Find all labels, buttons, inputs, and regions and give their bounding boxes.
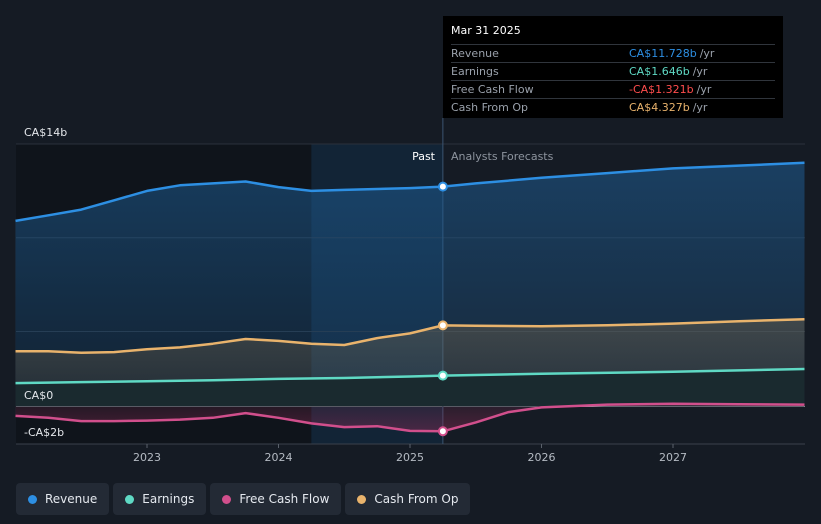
tooltip-label: Free Cash Flow (451, 83, 534, 96)
tooltip-row-revenue: Revenue CA$11.728b /yr (451, 44, 775, 62)
legend-item-earnings[interactable]: Earnings (113, 483, 207, 515)
x-tick-label: 2026 (528, 451, 556, 464)
tooltip-row-earnings: Earnings CA$1.646b /yr (451, 62, 775, 80)
x-tick-label: 2024 (265, 451, 293, 464)
tooltip-unit: /yr (692, 101, 708, 114)
legend-label: Cash From Op (374, 492, 459, 506)
tooltip-unit: /yr (699, 47, 715, 60)
tooltip-value: CA$11.728b (629, 47, 697, 60)
revenue-dot-icon (28, 494, 37, 504)
legend-item-cash-from-op[interactable]: Cash From Op (345, 483, 471, 515)
revenue-line (15, 161, 805, 223)
earnings-area (15, 369, 805, 407)
free-cash-flow-area (15, 403, 805, 432)
tooltip-value: CA$1.646b (629, 65, 690, 78)
legend-label: Free Cash Flow (239, 492, 330, 506)
tooltip-label: Cash From Op (451, 101, 529, 114)
legend-label: Revenue (45, 492, 98, 506)
legend-item-free-cash-flow[interactable]: Free Cash Flow (210, 483, 342, 515)
earnings-dot-icon (125, 494, 135, 504)
tooltip-unit: /yr (696, 83, 712, 96)
legend: Revenue Earnings Free Cash Flow Cash Fro… (16, 483, 471, 515)
tooltip-label: Revenue (451, 47, 499, 60)
legend-label: Earnings (142, 492, 195, 506)
cash-from-op-line (15, 318, 805, 354)
series-lines (15, 161, 805, 433)
tooltip-date: Mar 31 2025 (451, 24, 521, 37)
tooltip-value: CA$4.327b (629, 101, 690, 114)
tooltip-row-cash-from-op: Cash From Op CA$4.327b /yr (451, 98, 775, 116)
tooltip-label: Earnings (451, 65, 499, 78)
tooltip-row-free-cash-flow: Free Cash Flow -CA$1.321b /yr (451, 80, 775, 98)
series-markers (437, 181, 448, 437)
x-tick-label: 2027 (659, 451, 687, 464)
data-tooltip: Mar 31 2025 Revenue CA$11.728b /yr Earni… (443, 16, 783, 118)
earnings-marker (437, 370, 448, 381)
y-tick-label: -CA$2b (24, 426, 64, 439)
free-cash-flow-dot-icon (222, 494, 232, 504)
cash-from-op-marker (437, 320, 448, 331)
axis-labels: CA$14b CA$0 -CA$2b 2023 2024 2025 2026 2027 (24, 126, 687, 464)
series-areas (15, 162, 805, 432)
revenue-marker (437, 181, 448, 192)
y-tick-label: CA$0 (24, 389, 53, 402)
legend-item-revenue[interactable]: Revenue (16, 483, 110, 515)
earnings-line (15, 367, 805, 385)
past-label: Past (412, 150, 436, 163)
tooltip-value: -CA$1.321b (629, 83, 694, 96)
y-tick-label: CA$14b (24, 126, 67, 139)
free-cash-flow-line (15, 402, 805, 433)
free-cash-flow-marker (437, 426, 448, 437)
x-tick-label: 2025 (396, 451, 424, 464)
forecast-label: Analysts Forecasts (451, 150, 554, 163)
tooltip-unit: /yr (692, 65, 708, 78)
cash-from-op-dot-icon (357, 494, 367, 504)
x-tick-label: 2023 (133, 451, 161, 464)
